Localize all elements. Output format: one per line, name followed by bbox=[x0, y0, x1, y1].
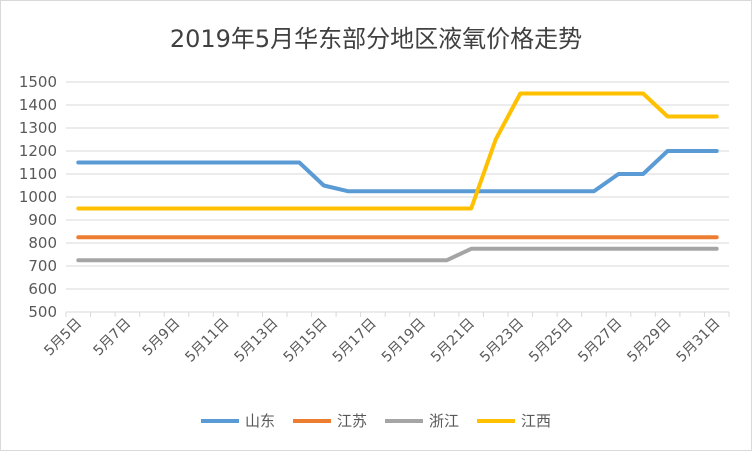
legend-item: 浙江 bbox=[385, 410, 459, 431]
x-tick-label: 5月27日 bbox=[575, 316, 625, 366]
legend-swatch bbox=[292, 418, 331, 423]
legend-swatch bbox=[200, 418, 239, 423]
x-tick-label: 5月11日 bbox=[182, 316, 232, 366]
x-tick-label: 5月17日 bbox=[330, 316, 380, 366]
legend-label: 江苏 bbox=[336, 412, 367, 430]
y-tick-label: 1300 bbox=[19, 119, 57, 137]
x-tick-label: 5月21日 bbox=[428, 316, 478, 366]
x-tick-label: 5月5日 bbox=[41, 316, 85, 360]
chart-title: 2019年5月华东部分地区液氧价格走势 bbox=[169, 25, 583, 53]
y-tick-label: 1400 bbox=[19, 96, 57, 114]
legend-swatch bbox=[477, 418, 516, 423]
y-tick-label: 700 bbox=[28, 257, 57, 275]
y-tick-label: 1500 bbox=[19, 73, 57, 91]
y-tick-label: 800 bbox=[28, 234, 57, 252]
legend-item: 江西 bbox=[477, 410, 551, 431]
chart-legend: 山东 江苏 浙江 江西 bbox=[1, 410, 751, 431]
legend-label: 江西 bbox=[521, 412, 552, 430]
x-tick-label: 5月7日 bbox=[90, 316, 134, 360]
y-tick-label: 1100 bbox=[19, 165, 57, 183]
y-tick-label: 900 bbox=[28, 211, 57, 229]
series-line bbox=[76, 149, 719, 194]
legend-label: 浙江 bbox=[429, 412, 460, 430]
series-line bbox=[76, 91, 719, 211]
legend-label: 山东 bbox=[244, 412, 275, 430]
x-tick-label: 5月29日 bbox=[624, 316, 674, 366]
legend-item: 山东 bbox=[200, 410, 275, 431]
legend-item: 江苏 bbox=[292, 410, 367, 431]
y-tick-label: 500 bbox=[28, 303, 57, 321]
y-tick-label: 1200 bbox=[19, 142, 57, 160]
x-tick-label: 5月25日 bbox=[526, 316, 576, 366]
x-tick-label: 5月23日 bbox=[477, 316, 527, 366]
x-tick-label: 5月31日 bbox=[674, 316, 724, 366]
x-tick-label: 5月13日 bbox=[232, 316, 282, 366]
y-tick-label: 600 bbox=[28, 280, 57, 298]
x-tick-label: 5月19日 bbox=[379, 316, 429, 366]
x-tick-label: 5月9日 bbox=[140, 316, 184, 360]
x-tick-label: 5月15日 bbox=[281, 316, 331, 366]
y-tick-label: 1000 bbox=[19, 188, 57, 206]
legend-swatch bbox=[385, 418, 423, 423]
series-line bbox=[76, 246, 719, 263]
